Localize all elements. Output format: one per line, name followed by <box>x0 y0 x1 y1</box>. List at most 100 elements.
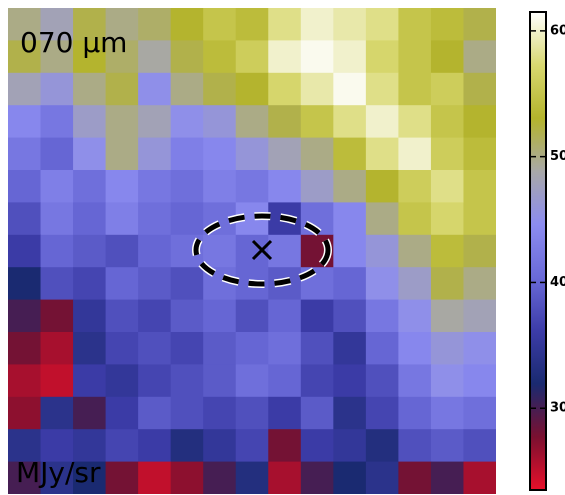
pixel <box>463 105 496 139</box>
pixel <box>138 299 172 333</box>
pixel <box>430 105 464 139</box>
pixel <box>8 429 42 463</box>
pixel <box>138 202 172 236</box>
pixel <box>333 8 367 41</box>
pixel <box>365 461 399 494</box>
pixel <box>430 364 464 398</box>
pixel <box>138 137 172 171</box>
pixel <box>235 137 269 171</box>
pixel <box>430 461 464 494</box>
image <box>8 8 496 494</box>
pixel <box>170 364 204 398</box>
pixel <box>105 105 139 139</box>
pixel <box>463 299 496 333</box>
pixel <box>40 40 74 74</box>
pixel <box>105 364 139 398</box>
pixel <box>365 332 399 365</box>
pixel <box>365 40 399 74</box>
pixel <box>365 364 399 398</box>
pixel <box>170 105 204 139</box>
pixel <box>8 170 42 203</box>
pixel <box>300 105 334 139</box>
pixel <box>170 170 204 203</box>
pixel <box>430 8 464 41</box>
pixel <box>268 72 302 106</box>
pixel <box>40 332 74 365</box>
pixel <box>235 396 269 430</box>
target-marker <box>192 212 332 288</box>
pixel <box>235 429 269 463</box>
pixel <box>40 72 74 106</box>
pixel <box>333 267 367 301</box>
pixel <box>73 72 107 106</box>
colorbar-tick-label: 50 <box>550 149 565 164</box>
pixel <box>138 105 172 139</box>
band-label: 070 μm <box>20 26 127 59</box>
pixel <box>333 364 367 398</box>
pixel <box>463 137 496 171</box>
pixel <box>398 170 432 203</box>
pixel <box>203 332 237 365</box>
pixel <box>463 170 496 203</box>
pixel <box>73 40 107 74</box>
pixel <box>203 429 237 463</box>
pixel <box>430 137 464 171</box>
pixel <box>430 234 464 268</box>
pixel <box>333 429 367 463</box>
pixel <box>365 267 399 301</box>
pixel <box>398 72 432 106</box>
pixel <box>398 8 432 41</box>
pixel <box>40 396 74 430</box>
pixel <box>333 40 367 74</box>
pixel <box>138 461 172 494</box>
pixel <box>268 40 302 74</box>
pixel <box>138 234 172 268</box>
pixel <box>105 461 139 494</box>
pixel <box>333 202 367 236</box>
pixel <box>105 234 139 268</box>
pixel <box>105 299 139 333</box>
pixel <box>105 8 139 41</box>
pixel <box>138 72 172 106</box>
pixel <box>8 8 42 41</box>
pixel <box>235 40 269 74</box>
pixel <box>300 396 334 430</box>
pixel <box>365 72 399 106</box>
pixel <box>365 429 399 463</box>
pixel <box>138 170 172 203</box>
pixel <box>365 396 399 430</box>
pixel <box>430 202 464 236</box>
pixel <box>203 8 237 41</box>
pixel <box>268 429 302 463</box>
pixel <box>138 8 172 41</box>
pixel <box>73 429 107 463</box>
pixel <box>398 364 432 398</box>
pixel <box>138 429 172 463</box>
pixel <box>138 332 172 365</box>
pixel <box>300 364 334 398</box>
pixel <box>430 332 464 365</box>
pixel <box>235 170 269 203</box>
pixel <box>235 105 269 139</box>
pixel <box>365 202 399 236</box>
pixel <box>268 461 302 494</box>
colorbar-ticks: 30 40 50 60 <box>530 23 565 416</box>
pixel <box>40 234 74 268</box>
pixel <box>203 40 237 74</box>
pixel <box>268 396 302 430</box>
pixel <box>365 105 399 139</box>
pixel <box>398 267 432 301</box>
pixel <box>398 40 432 74</box>
pixel <box>105 267 139 301</box>
pixel <box>430 429 464 463</box>
pixel <box>8 396 42 430</box>
pixel <box>40 429 74 463</box>
pixel <box>203 170 237 203</box>
pixel <box>40 8 74 41</box>
pixel <box>138 396 172 430</box>
pixel <box>170 72 204 106</box>
pixel <box>170 267 204 301</box>
pixel <box>8 364 42 398</box>
pixel <box>268 105 302 139</box>
pixel <box>430 267 464 301</box>
